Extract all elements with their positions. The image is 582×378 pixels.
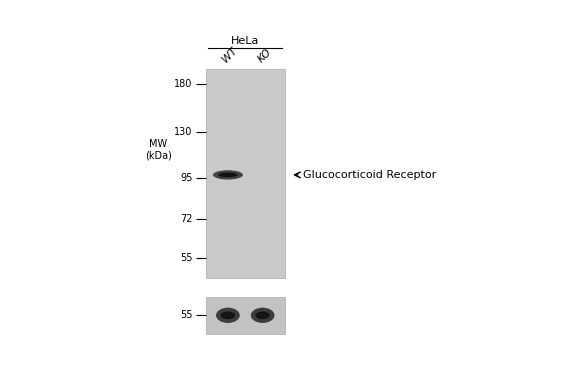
Ellipse shape — [221, 311, 235, 319]
Text: 72: 72 — [180, 214, 192, 224]
Text: 130: 130 — [174, 127, 192, 137]
Ellipse shape — [216, 308, 240, 323]
Text: Glucocorticoid Receptor: Glucocorticoid Receptor — [303, 170, 436, 180]
Bar — [206, 69, 285, 278]
Ellipse shape — [255, 311, 269, 319]
Ellipse shape — [213, 170, 243, 180]
Text: KO: KO — [255, 47, 273, 64]
Ellipse shape — [218, 173, 237, 177]
Bar — [206, 297, 285, 333]
Text: MW
(kDa): MW (kDa) — [145, 139, 172, 161]
Text: 95: 95 — [180, 173, 192, 183]
Text: 55: 55 — [180, 310, 192, 320]
Text: 180: 180 — [174, 79, 192, 89]
Text: WT: WT — [221, 45, 240, 64]
Text: HeLa: HeLa — [231, 36, 260, 46]
Text: 55: 55 — [180, 253, 192, 263]
Ellipse shape — [251, 308, 275, 323]
